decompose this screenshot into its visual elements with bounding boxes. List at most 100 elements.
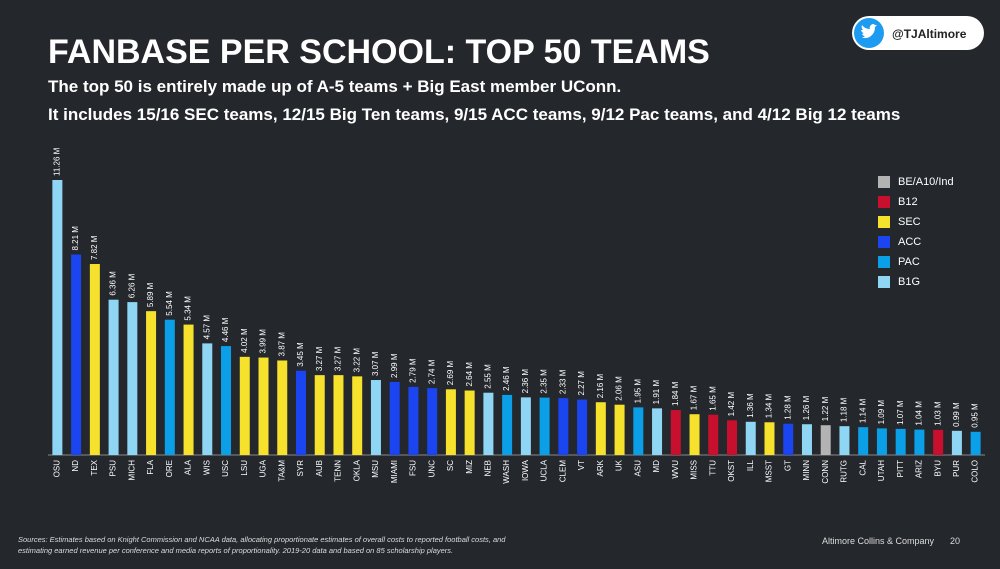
value-label: 5.89 M: [146, 282, 155, 307]
value-label: 0.95 M: [971, 403, 980, 428]
legend-label: B12: [898, 196, 918, 208]
x-tick-label: UCLA: [540, 459, 549, 481]
x-tick-label: MISS: [690, 460, 699, 480]
x-tick-label: FLA: [146, 459, 155, 474]
value-label: 2.64 M: [465, 362, 474, 387]
bar: [858, 427, 869, 455]
bar: [89, 264, 100, 455]
x-tick-label: OKST: [727, 460, 736, 482]
x-tick-label: BYU: [933, 460, 942, 477]
x-tick-label: MSU: [371, 460, 380, 478]
value-label: 2.33 M: [558, 369, 567, 394]
value-label: 3.99 M: [259, 329, 268, 354]
value-label: 1.18 M: [840, 397, 849, 422]
bar: [202, 343, 213, 455]
bar: [277, 360, 288, 455]
x-tick-label: OSU: [52, 460, 61, 478]
page-number: 20: [950, 536, 960, 546]
x-tick-label: AUB: [315, 460, 324, 476]
x-tick-label: PUR: [952, 460, 961, 477]
bar: [71, 254, 82, 455]
value-label: 2.36 M: [521, 369, 530, 394]
value-label: 1.65 M: [708, 386, 717, 411]
bar: [258, 357, 269, 455]
x-tick-label: UTAH: [877, 460, 886, 481]
value-label: 3.27 M: [315, 346, 324, 371]
bar: [389, 381, 400, 455]
value-label: 5.54 M: [165, 291, 174, 316]
value-label: 11.26 M: [52, 147, 61, 176]
bar: [408, 386, 419, 455]
value-label: 2.69 M: [446, 361, 455, 386]
handle: @TJAltimore: [892, 27, 967, 41]
bar: [689, 414, 700, 455]
value-label: 1.22 M: [821, 396, 830, 421]
value-label: 1.95 M: [633, 379, 642, 404]
value-label: 1.84 M: [671, 381, 680, 406]
legend-swatch: [878, 196, 890, 208]
x-tick-label: USC: [221, 460, 230, 477]
x-tick-label: PSU: [109, 460, 118, 477]
x-tick-label: TEX: [90, 459, 99, 475]
legend-swatch: [878, 216, 890, 228]
bar: [558, 398, 569, 455]
x-tick-label: IOWA: [521, 459, 530, 481]
x-tick-label: ARK: [596, 459, 605, 476]
bar: [876, 428, 887, 455]
bar: [614, 404, 625, 455]
bar: [52, 180, 63, 455]
legend-label: ACC: [898, 236, 921, 248]
value-label: 4.46 M: [221, 317, 230, 342]
bar: [708, 414, 719, 455]
bar: [164, 319, 175, 455]
value-label: 4.57 M: [202, 315, 211, 340]
value-label: 7.82 M: [90, 235, 99, 260]
bar: [951, 430, 962, 455]
bar: [727, 420, 738, 455]
x-tick-label: ALA: [184, 459, 193, 475]
chart-title: FANBASE PER SCHOOL: TOP 50 TEAMS: [48, 33, 710, 71]
bar: [314, 375, 325, 455]
bar: [239, 356, 250, 455]
bar: [295, 370, 306, 455]
x-tick-label: CLEM: [558, 460, 567, 483]
x-tick-label: OKLA: [352, 459, 361, 481]
bar: [801, 424, 812, 455]
company: Altimore Collins & Company: [822, 536, 935, 546]
value-label: 4.02 M: [240, 328, 249, 353]
x-tick-label: MIAMI: [390, 460, 399, 483]
x-tick-label: LSU: [240, 460, 249, 476]
x-tick-label: TA&M: [277, 460, 286, 482]
x-tick-label: NEB: [483, 460, 492, 476]
x-tick-label: SYR: [296, 460, 305, 477]
bar: [577, 399, 588, 455]
value-label: 1.04 M: [915, 401, 924, 426]
bar: [127, 302, 138, 455]
x-tick-label: ORE: [165, 460, 174, 477]
bar: [146, 311, 157, 455]
x-tick-label: ARIZ: [915, 460, 924, 478]
value-label: 2.79 M: [409, 358, 418, 383]
value-label: 1.14 M: [858, 398, 867, 423]
bar: [539, 397, 550, 455]
bar: [520, 397, 531, 455]
x-tick-label: CAL: [858, 459, 867, 475]
legend-label: B1G: [898, 276, 920, 288]
value-label: 5.34 M: [184, 296, 193, 321]
x-tick-label: MD: [652, 460, 661, 473]
bar: [502, 394, 513, 455]
x-tick-label: WIS: [202, 460, 211, 475]
x-tick-label: MIZ: [465, 460, 474, 474]
value-label: 2.46 M: [502, 366, 511, 391]
legend-label: BE/A10/Ind: [898, 176, 954, 188]
bar: [745, 421, 756, 455]
bar: [839, 426, 850, 455]
legend-label: SEC: [898, 216, 921, 228]
x-tick-label: MINN: [802, 460, 811, 481]
value-label: 1.42 M: [727, 392, 736, 417]
value-label: 3.45 M: [296, 342, 305, 367]
value-label: 3.07 M: [371, 351, 380, 376]
bar: [333, 375, 344, 455]
bar: [914, 429, 925, 455]
